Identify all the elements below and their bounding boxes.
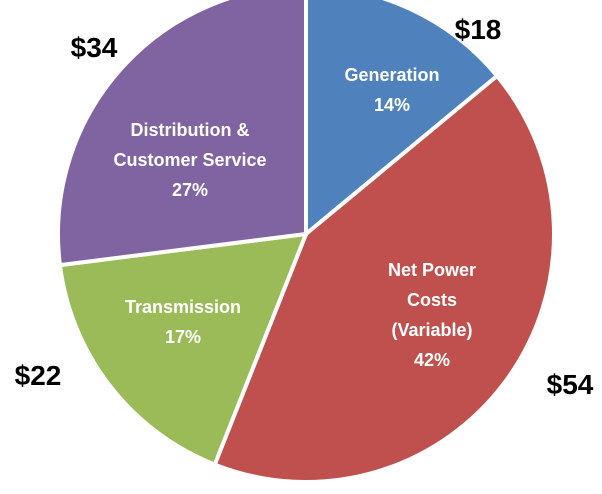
value-label: 27% [171,180,209,200]
value-label: 14% [373,95,411,115]
pie-slice [212,73,556,484]
category-label: Generation [344,65,440,85]
category-label: Transmission [124,297,242,317]
amount-label: $54 [546,369,594,400]
slice-label: Generation 14% [327,60,457,120]
slice-label: Distribution & Customer Service 27% [105,115,275,205]
category-label: Distribution & Customer Service [113,120,267,170]
value-label: 17% [164,327,202,347]
amount-label: $18 [454,14,502,45]
amount-label: $34 [70,32,118,63]
value-label: 42% [413,350,451,370]
pie-slice [57,231,310,468]
slice-label: Transmission 17% [108,292,258,352]
amount-label: $22 [14,360,62,391]
slice-label: Net Power Costs (Variable) 42% [367,255,497,375]
pie-slice [56,0,308,268]
category-label: Net Power Costs (Variable) [387,260,477,340]
pie-slice [304,0,500,239]
